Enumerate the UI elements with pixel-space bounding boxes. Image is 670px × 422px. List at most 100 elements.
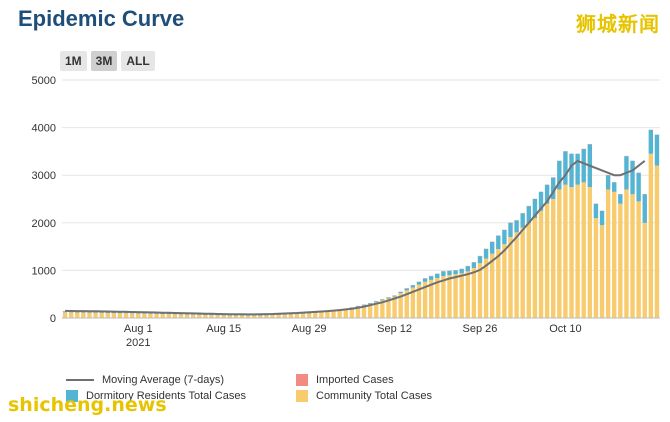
dormitory-bar [575,153,580,185]
community-bar [374,302,379,318]
community-bar [343,309,348,318]
dormitory-bar [483,248,489,259]
community-bar [569,187,574,318]
community-bar [587,187,593,318]
community-bar [117,313,123,318]
community-bar [648,153,654,318]
community-bar [630,194,635,318]
community-bar [618,203,623,318]
community-bar [288,314,294,318]
community-bar [404,290,409,318]
community-bar [416,284,422,318]
community-bar [355,307,361,318]
community-bar [215,315,220,318]
range-button-3m[interactable]: 3M [90,51,118,71]
range-button-1m[interactable]: 1M [60,51,87,71]
community-bar [428,279,434,318]
legend-label-moving-average: Moving Average (7-days) [102,374,225,386]
community-bar [172,314,178,318]
legend-item-imported[interactable]: Imported Cases [296,374,486,386]
community-bar [184,314,190,318]
dormitory-bar [361,304,367,306]
dormitory-bar [465,266,470,272]
dormitory-bar [514,220,519,233]
dormitory-bar [593,203,599,219]
community-bar [410,287,416,318]
dormitory-bar [612,182,617,192]
y-tick-label: 3000 [32,170,56,182]
dormitory-bar [557,160,562,190]
community-bar [111,313,117,318]
dormitory-bar [532,199,538,219]
community-bar [349,308,355,318]
community-bar [422,281,428,318]
community-bar [325,311,330,318]
community-bar [276,314,281,318]
community-bar [75,312,80,318]
y-tick-label: 4000 [32,123,56,135]
range-button-all[interactable]: ALL [121,51,155,71]
community-bar [471,268,477,318]
community-bar [136,313,141,318]
community-bar [252,315,257,318]
community-bar [319,312,324,318]
dormitory-bar [630,160,635,195]
dormitory-bar [374,301,379,303]
community-bar [178,314,184,318]
y-tick-label: 0 [50,313,56,325]
range-selector: 1M 3M ALL [60,51,155,71]
dormitory-bar [648,129,654,154]
dormitory-bar [435,273,440,279]
dormitory-bar [392,295,397,297]
dormitory-bar [422,278,428,282]
community-bar [447,275,452,318]
community-bar [380,300,385,318]
legend-item-dormitory[interactable]: Dormitory Residents Total Cases [66,390,296,402]
legend-label-community: Community Total Cases [316,390,432,402]
legend-label-dormitory: Dormitory Residents Total Cases [86,390,246,402]
dormitory-bar [453,270,458,275]
community-bar [502,244,507,318]
community-bar [300,313,306,318]
community-bar [313,313,318,318]
community-bar [654,165,660,318]
dormitory-bar [367,303,373,305]
community-bar [331,311,336,318]
legend-item-moving-average[interactable]: Moving Average (7-days) [66,374,296,386]
community-bar [532,218,538,318]
dormitory-bar [428,276,434,280]
legend-swatch-community [296,390,308,402]
community-bar [520,227,525,318]
community-bar [105,312,110,318]
community-bar [453,274,458,318]
dormitory-bar [386,297,391,299]
dormitory-bar [416,281,422,285]
community-bar [398,293,403,318]
community-bar [68,312,74,318]
community-bar [258,315,263,318]
page-title: Epidemic Curve [18,6,185,31]
community-bar [203,315,208,318]
x-tick-label: Sep 12 [377,323,412,335]
community-bar [337,310,342,318]
dormitory-bar [477,256,483,264]
dormitory-bar [508,222,513,238]
x-tick-label: Aug 29 [292,323,327,335]
community-bar [87,312,92,318]
community-bar [612,191,617,318]
community-bar [93,312,98,318]
community-bar [593,218,599,318]
community-bar [282,314,287,318]
community-bar [233,315,239,318]
chart-legend: Moving Average (7-days) Imported Cases D… [66,374,486,402]
y-tick-label: 2000 [32,218,56,230]
dormitory-bar [441,271,446,277]
dormitory-bar [569,153,574,188]
legend-label-imported: Imported Cases [316,374,394,386]
dormitory-bar [551,177,556,199]
community-bar [599,225,605,318]
legend-item-community[interactable]: Community Total Cases [296,390,486,402]
x-tick-sublabel: 2021 [126,337,150,349]
community-bar [563,184,568,318]
dormitory-bar [636,172,641,202]
